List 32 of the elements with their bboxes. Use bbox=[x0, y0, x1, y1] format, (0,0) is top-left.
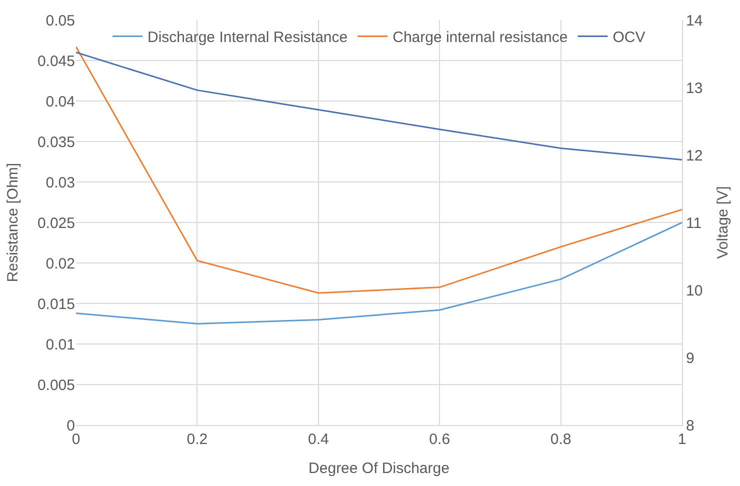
y2-tick-label: 8 bbox=[686, 417, 694, 434]
y-tick-label: 0.025 bbox=[37, 214, 75, 232]
y2-tick-label: 10 bbox=[686, 282, 703, 300]
y2-tick-label: 11 bbox=[686, 214, 702, 232]
line-series bbox=[76, 52, 682, 160]
legend-label: Discharge Internal Resistance bbox=[148, 29, 348, 46]
y2-tick-label: 14 bbox=[686, 12, 703, 30]
y2-tick-label: 13 bbox=[686, 80, 703, 97]
line-series bbox=[76, 222, 682, 324]
y-tick-label: 0 bbox=[66, 417, 75, 434]
y-axis-title: Resistance [Ohm] bbox=[4, 162, 22, 282]
y-tick-label: 0.005 bbox=[37, 376, 75, 394]
y-tick-label: 0.04 bbox=[46, 93, 75, 110]
y2-tick-label: 9 bbox=[686, 350, 694, 367]
x-tick-label: 0.4 bbox=[308, 431, 329, 448]
y-tick-label: 0.05 bbox=[46, 12, 75, 30]
y2-tick-label: 12 bbox=[686, 147, 703, 164]
y2-axis-title: Voltage [V] bbox=[714, 186, 732, 259]
y-tick-label: 0.02 bbox=[46, 255, 75, 272]
legend-label: OCV bbox=[612, 29, 646, 46]
x-tick-label: 0.6 bbox=[429, 431, 450, 448]
legend-label: Charge internal resistance bbox=[392, 29, 568, 46]
y-tick-label: 0.045 bbox=[37, 52, 75, 70]
y-tick-label: 0.03 bbox=[46, 174, 75, 192]
x-tick-label: 1 bbox=[678, 431, 686, 448]
x-tick-label: 0.2 bbox=[186, 431, 208, 448]
y-tick-label: 0.015 bbox=[37, 296, 75, 313]
y-tick-label: 0.035 bbox=[37, 134, 75, 151]
x-tick-label: 0.8 bbox=[550, 431, 572, 448]
line-series bbox=[76, 46, 682, 294]
y-tick-label: 0.01 bbox=[46, 336, 75, 354]
x-axis-title: Degree Of Discharge bbox=[308, 460, 450, 477]
